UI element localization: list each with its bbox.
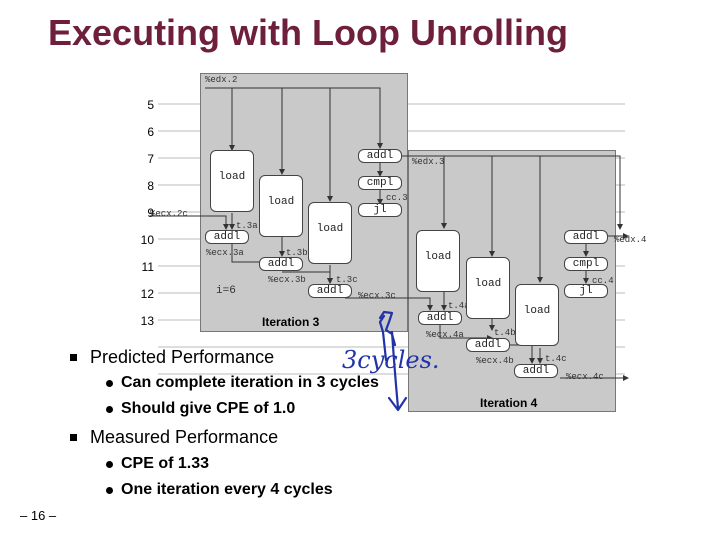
reg-edx3-label: %edx.3: [412, 157, 445, 167]
iter3-addl-index-op: addl: [358, 149, 402, 163]
bullet-dot: [106, 487, 113, 494]
iter3-addl-a-op: addl: [205, 230, 249, 244]
reg-t3a-label: t.3a: [236, 221, 258, 231]
reg-ecx3b-label: %ecx.3b: [268, 275, 306, 285]
reg-ecx4a-label: %ecx.4a: [426, 330, 464, 340]
predicted-sub-2: Should give CPE of 1.0: [121, 400, 296, 417]
reg-t4b-label: t.4b: [494, 328, 516, 338]
iteration-4-label: Iteration 4: [480, 396, 538, 410]
bullet-dot: [106, 406, 113, 413]
handwritten-note: 3cycles.: [342, 346, 440, 374]
reg-ecx3a-label: %ecx.3a: [206, 248, 244, 258]
slide-title: Executing with Loop Unrolling: [48, 12, 568, 53]
iter3-load-a-op: load: [210, 150, 254, 212]
iter4-jl-op: jl: [564, 284, 608, 298]
reg-cc3-label: cc.3: [386, 193, 408, 203]
cycle-label: 12: [140, 287, 154, 301]
bullet-square: [70, 354, 77, 361]
measured-performance-heading: Measured Performance: [90, 427, 279, 447]
cycle-label: 9: [147, 206, 154, 220]
cycle-label: 5: [147, 98, 154, 112]
iter4-addl-index-op: addl: [564, 230, 608, 244]
reg-ecx4b-label: %ecx.4b: [476, 356, 514, 366]
iter3-jl-op: jl: [358, 203, 402, 217]
iter3-addl-b-op: addl: [259, 257, 303, 271]
iteration-3-label: Iteration 3: [262, 315, 320, 329]
cycle-label: 7: [147, 152, 154, 166]
iter3-addl-c-op: addl: [308, 284, 352, 298]
iter4-load-a-op: load: [416, 230, 460, 292]
reg-t4a-label: t.4a: [448, 301, 470, 311]
reg-t3c-label: t.3c: [336, 275, 358, 285]
reg-edx2-label: %edx.2: [205, 75, 238, 85]
measured-sub-1: CPE of 1.33: [121, 455, 210, 472]
iter3-cmpl-op: cmpl: [358, 176, 402, 190]
cycle-label: 8: [147, 179, 154, 193]
iter4-addl-a-op: addl: [418, 311, 462, 325]
iter4-load-c-op: load: [515, 284, 559, 346]
iter4-cmpl-op: cmpl: [564, 257, 608, 271]
reg-ecx4c-label: %ecx.4c: [566, 372, 604, 382]
reg-cc4-label: cc.4: [592, 276, 614, 286]
bullet-dot: [106, 380, 113, 387]
cycle-label: 11: [141, 260, 154, 274]
reg-t4c-label: t.4c: [545, 354, 567, 364]
iter3-load-b-op: load: [259, 175, 303, 237]
predicted-performance-heading: Predicted Performance: [90, 347, 275, 367]
loop-index-value: i=6: [216, 285, 236, 297]
bullet-dot: [106, 461, 113, 468]
iter3-load-c-op: load: [308, 202, 352, 264]
iter4-addl-c-op: addl: [514, 364, 558, 378]
predicted-sub-1: Can complete iteration in 3 cycles: [121, 374, 379, 391]
reg-t3b-label: t.3b: [286, 248, 308, 258]
cycle-label: 13: [140, 314, 154, 328]
iter4-addl-b-op: addl: [466, 338, 510, 352]
bullet-square: [70, 434, 77, 441]
reg-ecx3c-label: %ecx.3c: [358, 291, 396, 301]
reg-ecx2c-label: %ecx.2c: [150, 209, 188, 219]
measured-sub-2: One iteration every 4 cycles: [121, 481, 333, 498]
reg-edx4-label: %edx.4: [614, 235, 647, 245]
page-number: – 16 –: [20, 508, 57, 523]
cycle-label: 10: [140, 233, 154, 247]
cycle-label: 6: [147, 125, 154, 139]
iter4-load-b-op: load: [466, 257, 510, 319]
